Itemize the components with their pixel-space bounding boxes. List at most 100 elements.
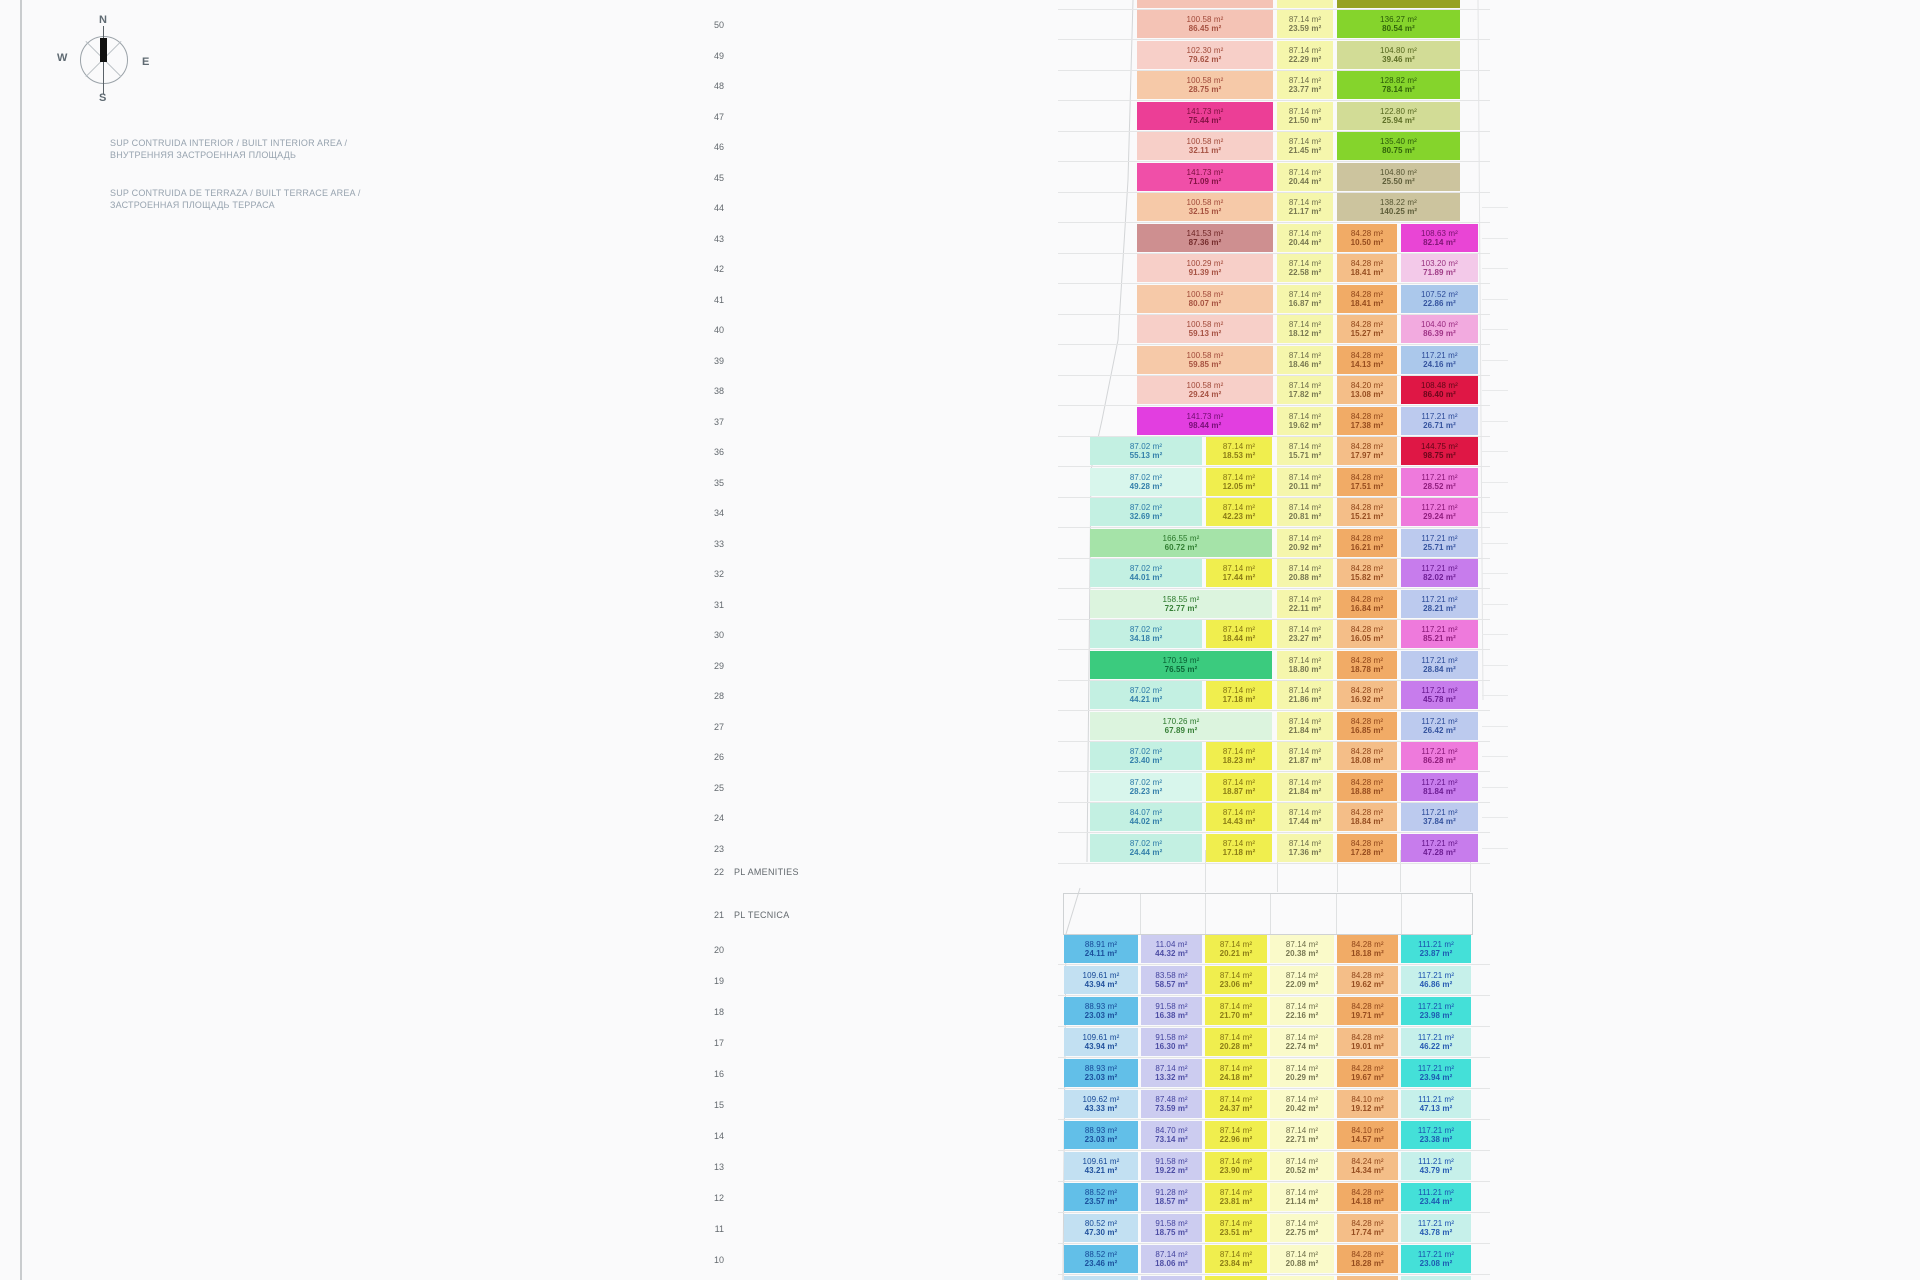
unit-area-cell: 100.58 m² 32.11 m² <box>1137 132 1273 160</box>
built-interior-area-value: 100.58 m² <box>1186 350 1224 360</box>
unit-area-cell: 91.58 m² 16.38 m² <box>1141 997 1202 1025</box>
unit-area-cell: 100.58 m² 59.85 m² <box>1137 345 1273 374</box>
terrace-area-value: 18.53 m² <box>1222 451 1256 460</box>
row-tick-line <box>1482 817 1508 818</box>
row-tick-line <box>1482 725 1508 727</box>
legend-built-interior: SUP CONTRUIDA INTERIOR / BUILT INTERIOR … <box>110 138 530 161</box>
floor-number: 34 <box>713 508 724 518</box>
built-interior-area-value: 87.14 m² <box>1285 1033 1319 1042</box>
terrace-area-value: 58.57 m² <box>1155 980 1188 989</box>
row-separator-line <box>1058 69 1490 71</box>
built-interior-area-value: 117.21 m² <box>1417 971 1455 980</box>
terrace-area-value: 43.79 m² <box>1419 1166 1453 1175</box>
built-interior-area-value: 87.14 m² <box>1155 1064 1188 1073</box>
built-interior-area-value: 84.28 m² <box>1350 655 1384 665</box>
unit-area-cell: 84.28 m² 18.41 m² <box>1337 284 1397 313</box>
row-tick-line <box>1482 451 1508 452</box>
terrace-area-value: 13.08 m² <box>1350 390 1384 399</box>
built-interior-area-value: 117.21 m² <box>1417 1126 1455 1135</box>
terrace-area-value: 86.40 m² <box>1423 390 1456 399</box>
unit-area-cell <box>1337 0 1460 8</box>
terrace-area-value: 17.74 m² <box>1351 1228 1384 1237</box>
unit-area-cell: 87.14 m² 22.58 m² <box>1277 254 1333 282</box>
terrace-area-value: 22.16 m² <box>1285 1011 1319 1020</box>
terrace-area-value: 98.75 m² <box>1423 451 1456 460</box>
floor-number: 30 <box>713 630 724 640</box>
unit-area-cell: 117.21 m² 82.02 m² <box>1401 559 1478 587</box>
compass-rose: N S W E <box>57 14 149 104</box>
built-interior-area-value: 88.93 m² <box>1084 1002 1118 1011</box>
terrace-area-value: 91.39 m² <box>1188 268 1222 277</box>
unit-area-cell: 170.26 m² 67.89 m² <box>1090 711 1272 740</box>
terrace-area-value: 18.41 m² <box>1350 298 1384 308</box>
terrace-area-value: 22.74 m² <box>1285 1042 1319 1051</box>
unit-area-cell: 100.58 m² 80.07 m² <box>1137 284 1273 313</box>
unit-area-cell: 87.14 m² 20.28 m² <box>1205 1028 1267 1056</box>
terrace-area-value: 32.11 m² <box>1188 146 1222 155</box>
unit-area-cell: 88.52 m² 23.57 m² <box>1064 1183 1138 1211</box>
unit-area-cell: 87.14 m² 18.46 m² <box>1277 345 1333 374</box>
terrace-area-value: 86.45 m² <box>1188 24 1222 33</box>
unit-area-cell: 84.28 m² 17.28 m² <box>1337 833 1397 862</box>
unit-area-cell: 87.02 m² 44.21 m² <box>1090 681 1202 709</box>
built-interior-area-value: 100.58 m² <box>1186 76 1224 85</box>
built-interior-area-value: 87.14 m² <box>1288 289 1322 299</box>
unit-area-cell: 87.14 m² 18.06 m² <box>1141 1245 1202 1273</box>
unit-area-cell: 87.14 m² 16.87 m² <box>1277 284 1333 313</box>
unit-area-cell: 141.73 m² 71.09 m² <box>1137 162 1273 191</box>
terrace-area-value: 21.86 m² <box>1288 695 1322 704</box>
row-separator-line <box>1058 1212 1490 1213</box>
terrace-area-value: 76.55 m² <box>1164 664 1198 674</box>
built-interior-area-value: 87.14 m² <box>1219 971 1253 980</box>
unit-area-cell: 87.14 m² 23.90 m² <box>1205 1152 1267 1180</box>
terrace-area-value: 14.57 m² <box>1351 1135 1384 1144</box>
floor-number: 45 <box>713 172 724 183</box>
unit-area-cell: 87.14 m² 12.05 m² <box>1206 467 1272 496</box>
unit-area-cell: 117.21 m² 23.08 m² <box>1401 1245 1471 1273</box>
unit-area-cell: 91.58 m² 18.75 m² <box>1141 1214 1202 1242</box>
built-interior-area-value: 117.21 m² <box>1421 716 1458 726</box>
built-interior-area-value: 87.14 m² <box>1288 625 1322 634</box>
built-interior-area-value: 84.28 m² <box>1350 259 1384 268</box>
unit-area-cell: 111.21 m² 23.87 m² <box>1401 935 1471 963</box>
terrace-area-value: 19.01 m² <box>1351 1042 1384 1051</box>
unit-area-cell: 87.02 m² 32.69 m² <box>1090 498 1202 526</box>
unit-area-cell: 87.14 m² 18.23 m² <box>1206 742 1272 770</box>
built-interior-area-value: 117.21 m² <box>1421 503 1458 512</box>
unit-area-cell: 84.28 m² 14.13 m² <box>1337 345 1397 374</box>
unit-area-cell: 84.28 m² 18.28 m² <box>1337 1245 1398 1273</box>
terrace-area-value: 55.13 m² <box>1129 451 1163 460</box>
unit-area-cell: 87.14 m² 20.38 m² <box>1270 935 1334 963</box>
built-interior-area-value: 91.28 m² <box>1155 1188 1188 1197</box>
built-interior-area-value: 87.02 m² <box>1129 625 1163 634</box>
terrace-area-value: 24.11 m² <box>1084 949 1118 958</box>
terrace-area-value: 43.33 m² <box>1084 1104 1118 1113</box>
row-separator-line <box>1058 405 1490 406</box>
unit-area-cell: 87.14 m² 22.75 m² <box>1270 1214 1334 1242</box>
unit-area-cell: 91.28 m² 18.57 m² <box>1141 1183 1202 1211</box>
unit-area-cell: 84.28 m² 18.41 m² <box>1337 254 1397 282</box>
built-interior-area-value: 84.28 m² <box>1350 716 1384 726</box>
unit-area-cell: 103.20 m² 71.89 m² <box>1401 254 1478 282</box>
built-interior-area-value: 104.80 m² <box>1380 45 1417 55</box>
unit-area-cell: 108.63 m² 82.14 m² <box>1401 223 1478 252</box>
terrace-area-value: 23.08 m² <box>1419 1259 1453 1268</box>
row-tick-line <box>1482 756 1508 757</box>
terrace-area-value: 15.82 m² <box>1350 573 1384 582</box>
terrace-area-value: 20.88 m² <box>1285 1259 1319 1268</box>
unit-area-cell: 87.14 m² 21.45 m² <box>1277 132 1333 160</box>
built-interior-area-value: 88.52 m² <box>1084 1250 1118 1259</box>
unit-area-cell: 117.21 m² 23.98 m² <box>1401 997 1471 1025</box>
terrace-area-value: 23.81 m² <box>1219 1197 1253 1206</box>
unit-area-cell: 84.28 m² 16.84 m² <box>1337 589 1397 618</box>
built-interior-area-value: 87.02 m² <box>1129 777 1163 787</box>
unit-area-cell: 117.21 m² 45.78 m² <box>1401 681 1478 709</box>
built-interior-area-value: 84.28 m² <box>1350 686 1384 695</box>
paper-edge-line <box>20 0 22 1280</box>
terrace-area-value: 81.84 m² <box>1423 786 1456 796</box>
floor-number: 23 <box>713 843 724 854</box>
built-interior-area-value: 87.14 m² <box>1285 1250 1319 1259</box>
terrace-area-value: 23.57 m² <box>1084 1197 1118 1206</box>
floor-number-amenities: 22 <box>713 867 724 877</box>
terrace-area-value: 16.92 m² <box>1350 695 1384 704</box>
